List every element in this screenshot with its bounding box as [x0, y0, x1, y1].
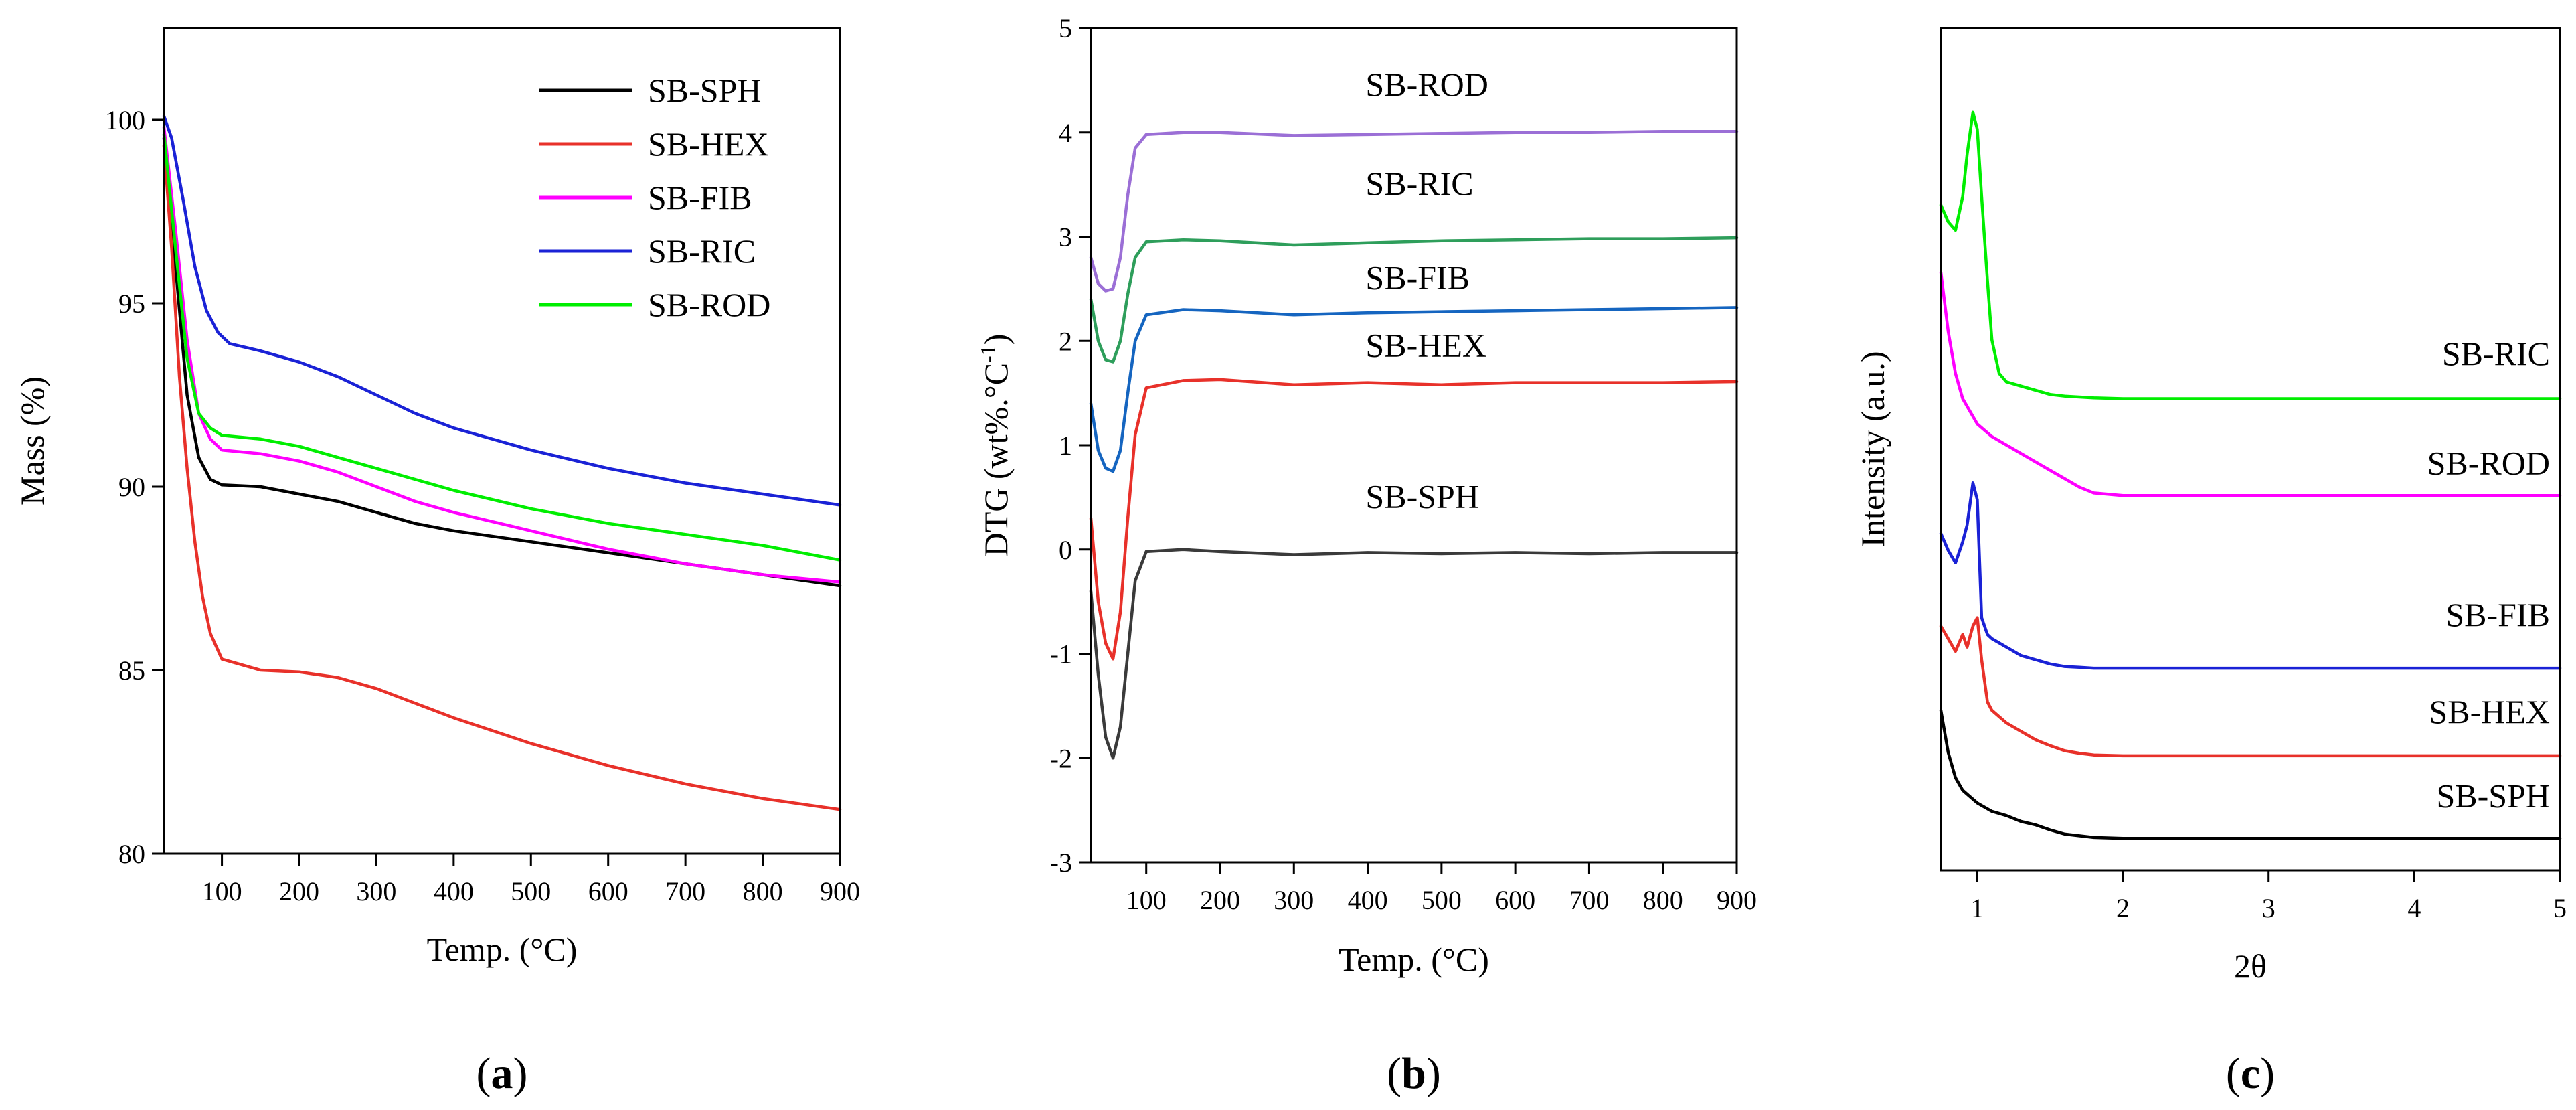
panel-b-x-axis-title: Temp. (°C)	[1339, 941, 1489, 978]
panel-b-curve-label-sb-hex: SB-HEX	[1365, 327, 1486, 364]
panel-b-label: (b)	[1387, 1049, 1441, 1098]
panel-b-x-tick-label-7: 800	[1643, 885, 1683, 915]
panel-b-y-tick-label-7: 4	[1059, 118, 1072, 148]
panel-c-label: (c)	[2226, 1049, 2275, 1098]
panel-b-y-tick-label-3: 0	[1059, 535, 1072, 565]
panel-b-curve-label-sb-ric: SB-RIC	[1365, 165, 1473, 202]
panel-b-dtg-chart: 100 200 300 400 500 600 700 800 900-3-2-1012345 …	[976, 13, 1757, 1098]
panel-c-x-tick-label-1: 2	[2116, 893, 2130, 923]
panel-b-ticks: 100 200 300 400 500 600 700 800 900 -3 -2 -1 0 1 2 3 4 5	[1050, 13, 1757, 915]
panel-a-y-tick-label-1: 85	[118, 655, 145, 686]
legend-label-sb-sph: SB-SPH	[648, 72, 762, 109]
panel-b-plot-area	[1089, 129, 1739, 760]
legend-label-sb-rod: SB-ROD	[648, 286, 770, 323]
panel-b-curve-label-sb-sph: SB-SPH	[1365, 477, 1479, 515]
panel-a-x-axis-title: Temp. (°C)	[427, 931, 578, 968]
panel-a-series-sb-ric	[162, 114, 842, 507]
panel-c-x-axis-title: 2θ	[2234, 947, 2267, 985]
panel-b-x-tick-label-4: 500	[1422, 885, 1462, 915]
panel-b-x-tick-label-2: 300	[1274, 885, 1314, 915]
panel-c-curve-label-sb-fib: SB-FIB	[2445, 596, 2550, 633]
legend-label-sb-hex: SB-HEX	[648, 125, 769, 163]
panel-b-x-tick-label-0: 100	[1126, 885, 1167, 915]
panel-a-x-tick-label-2: 300	[356, 876, 396, 906]
panel-c-letter: c	[2241, 1049, 2260, 1098]
panel-a-letter: a	[491, 1049, 513, 1098]
panel-c-series-sb-ric	[1939, 110, 2562, 400]
panel-c-axes-frame	[1940, 27, 2561, 872]
panel-c-curve-label-sb-sph: SB-SPH	[2436, 777, 2550, 815]
panel-a-y-tick-label-4: 100	[105, 105, 145, 135]
panel-b-series-sb-rod	[1089, 129, 1739, 293]
panel-a-plot-area	[162, 114, 842, 811]
panel-a-x-tick-label-5: 600	[588, 876, 628, 906]
panel-b-x-tick-label-1: 200	[1200, 885, 1240, 915]
panel-a-series-sb-sph	[162, 137, 842, 588]
panel-c-curve-labels: SB-SPH SB-HEX SB-FIB SB-ROD SB-RIC	[2427, 335, 2550, 814]
panel-b-y-title-main: DTG (wt%.°C	[977, 363, 1015, 556]
panel-b-y-title-end: )	[977, 334, 1015, 345]
panel-b-y-tick-label-4: 1	[1059, 430, 1072, 461]
panel-b-axes-frame	[1090, 27, 1738, 864]
panel-c-x-tick-label-0: 1	[1970, 893, 1984, 923]
panel-b-y-tick-label-2: -1	[1050, 639, 1072, 669]
panel-c-series-sb-hex	[1939, 616, 2562, 758]
panel-b-y-title-sup: -1	[976, 345, 1000, 363]
panel-a-legend: SB-SPH SB-HEX SB-FIB SB-RIC SB-ROD	[539, 72, 770, 323]
panel-a-x-tick-label-0: 100	[202, 876, 242, 906]
panel-b-y-tick-label-6: 3	[1059, 222, 1072, 252]
panel-b-letter: b	[1401, 1049, 1426, 1098]
panel-b-series-sb-sph	[1089, 548, 1739, 760]
panel-b-series-sb-hex	[1089, 378, 1739, 661]
panel-c-curve-label-sb-ric: SB-RIC	[2442, 335, 2550, 372]
panel-c-series-sb-sph	[1939, 708, 2562, 840]
panel-c-series-sb-fib	[1939, 481, 2562, 670]
panel-a-label: (a)	[477, 1049, 528, 1098]
panel-c-curve-label-sb-hex: SB-HEX	[2429, 693, 2550, 730]
panel-b-x-tick-label-6: 700	[1569, 885, 1609, 915]
panel-c-x-tick-label-4: 5	[2553, 893, 2567, 923]
panel-b-y-axis-title: DTG (wt%.°C-1)	[976, 334, 1015, 557]
panel-c-y-axis-title: Intensity (a.u.)	[1854, 351, 1891, 548]
panel-a-ticks: 100 200 300 400 500 600 700 800 900 80 85 90 95 100	[105, 105, 860, 906]
panel-a-x-tick-label-8: 900	[820, 876, 860, 906]
panel-a-y-tick-label-0: 80	[118, 839, 145, 869]
panel-a-axes-frame	[163, 27, 841, 855]
panel-b-y-tick-label-1: -2	[1050, 743, 1072, 773]
legend-label-sb-ric: SB-RIC	[648, 232, 756, 270]
panel-c-series-sb-rod	[1939, 270, 2562, 497]
panel-c-x-tick-label-3: 4	[2407, 893, 2421, 923]
panel-a-x-tick-label-7: 800	[743, 876, 783, 906]
panel-c-curve-label-sb-rod: SB-ROD	[2427, 445, 2550, 482]
panel-c-x-tick-label-2: 3	[2262, 893, 2276, 923]
panel-b-x-tick-label-8: 900	[1717, 885, 1757, 915]
panel-b-y-tick-label-0: -3	[1050, 848, 1072, 878]
panel-b-series-sb-ric	[1089, 236, 1739, 364]
panel-a-tga-chart: 100 200 300 400 500 600 700 800 900 80 85 90 95 100 S…	[13, 27, 860, 1098]
panel-a-series-sb-hex	[162, 144, 842, 811]
panel-a-x-tick-label-3: 400	[434, 876, 474, 906]
panel-b-y-tick-label-5: 2	[1059, 326, 1072, 356]
panel-c-plot-area	[1939, 110, 2562, 840]
legend-label-sb-fib: SB-FIB	[648, 179, 752, 216]
panel-b-curve-label-sb-fib: SB-FIB	[1365, 258, 1470, 296]
panel-b-series-sb-fib	[1089, 306, 1739, 473]
panel-c-ticks: 1 2 3 4 5	[1970, 870, 2567, 923]
panel-b-x-tick-label-3: 400	[1348, 885, 1388, 915]
panel-b-curve-labels: SB-SPH SB-HEX SB-FIB SB-RIC SB-ROD	[1365, 66, 1488, 515]
panel-a-x-tick-label-4: 500	[511, 876, 551, 906]
panel-b-y-tick-label-8: 5	[1059, 13, 1072, 44]
panel-a-y-tick-label-2: 90	[118, 472, 145, 502]
panel-a-x-tick-label-1: 200	[279, 876, 319, 906]
panel-b-curve-label-sb-rod: SB-ROD	[1365, 66, 1488, 103]
panel-a-y-axis-title: Mass (%)	[13, 376, 51, 505]
panel-a-series-sb-rod	[162, 133, 842, 562]
panel-a-y-tick-label-3: 95	[118, 289, 145, 319]
panel-b-x-tick-label-5: 600	[1495, 885, 1535, 915]
panel-a-x-tick-label-6: 700	[665, 876, 705, 906]
